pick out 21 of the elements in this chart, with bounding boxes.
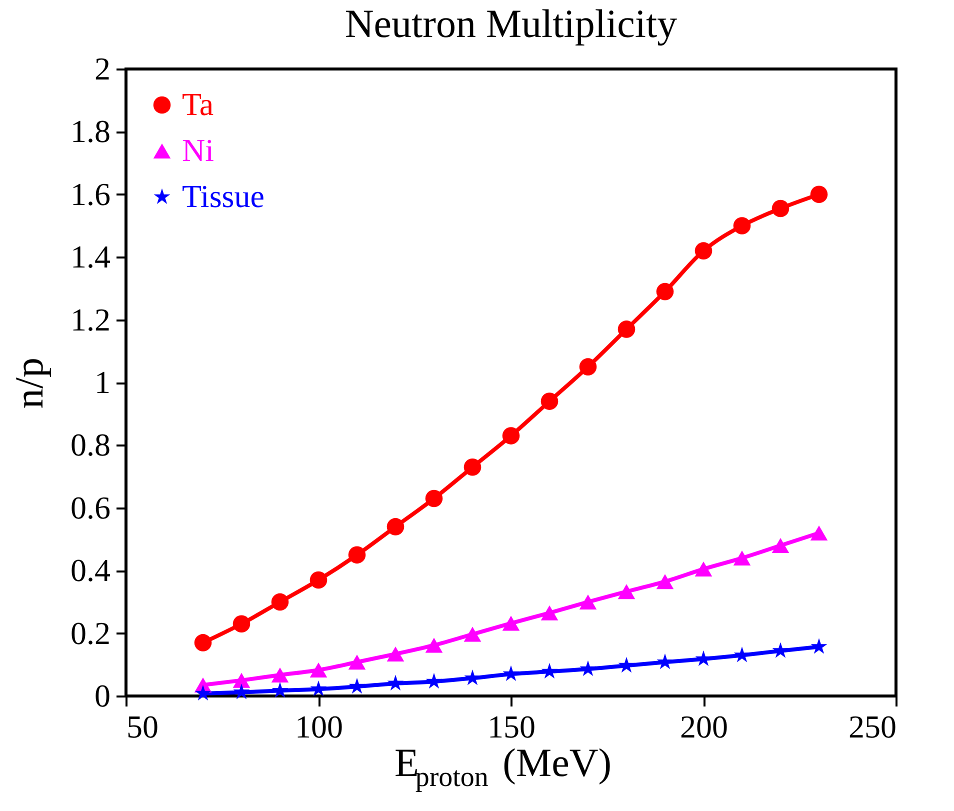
legend-label: Ta (182, 86, 214, 122)
y-tick-label: 1.4 (70, 238, 110, 275)
y-tick-label: 1 (94, 364, 110, 400)
x-tick-label: 250 (848, 708, 896, 744)
x-tick-label: 150 (488, 708, 536, 744)
x-tick-label: 100 (295, 708, 343, 744)
y-tick-label: 1.2 (70, 301, 110, 338)
legend-label: Tissue (182, 178, 264, 214)
y-axis-title: n/p (6, 357, 52, 409)
x-tick-label: 50 (126, 708, 158, 744)
chart-title: Neutron Multiplicity (344, 1, 678, 46)
y-tick-label: 2 (94, 50, 110, 86)
y-tick-label: 0 (94, 678, 110, 714)
y-tick-label: 0.8 (70, 426, 110, 463)
y-tick-label: 0.2 (70, 614, 110, 651)
y-tick-label: 0.6 (70, 489, 110, 526)
x-tick-label: 200 (680, 708, 728, 744)
y-tick-label: 0.4 (70, 552, 110, 588)
y-tick-label: 1.6 (70, 176, 110, 212)
legend-label: Ni (182, 132, 214, 168)
y-tick-label: 1.8 (70, 113, 110, 150)
